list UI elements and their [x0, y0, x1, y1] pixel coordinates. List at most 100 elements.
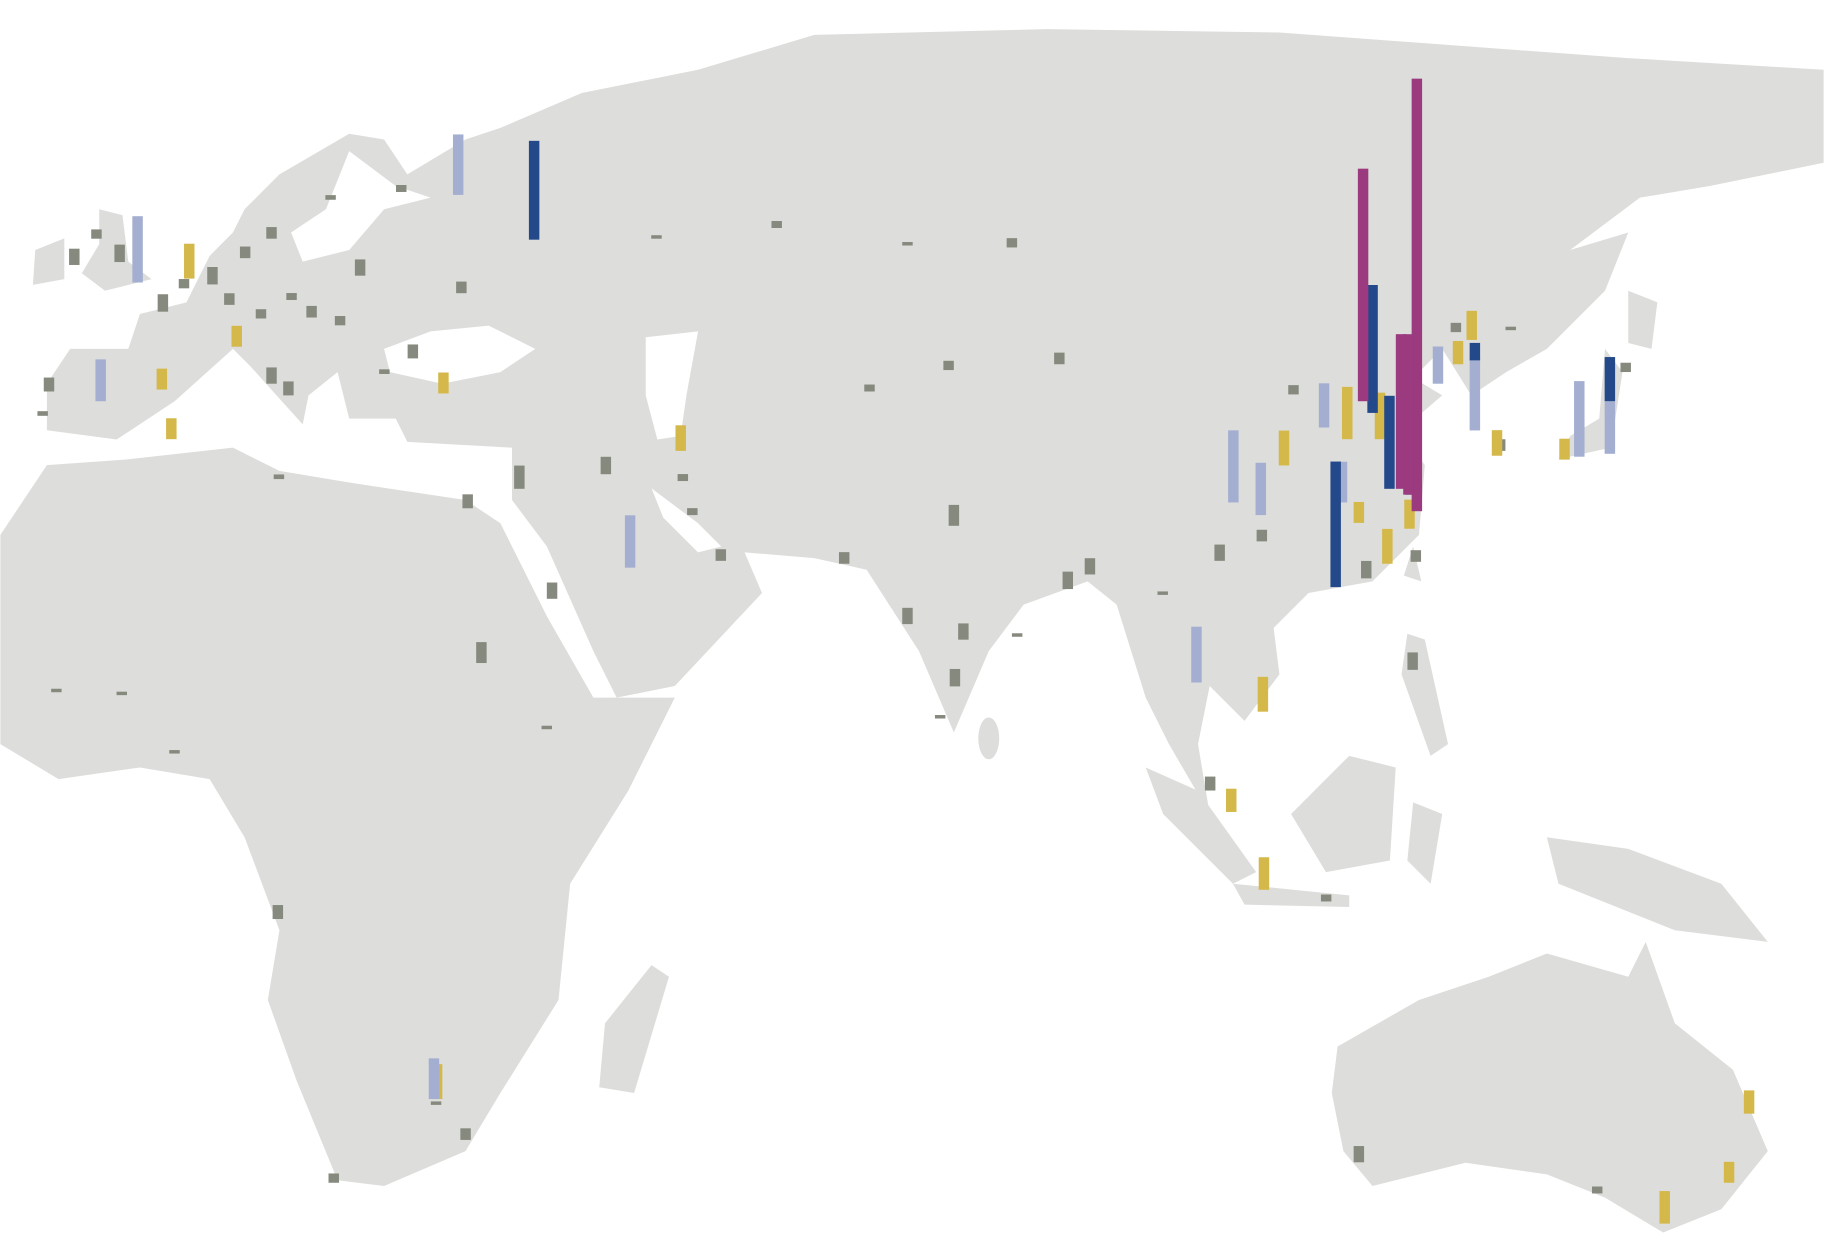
bar: [1491, 430, 1503, 456]
eurasia: [46, 29, 1824, 814]
bar: [1278, 430, 1290, 466]
bar: [1384, 395, 1395, 489]
bar: [91, 229, 102, 239]
bar: [476, 642, 487, 664]
bar: [1505, 326, 1516, 331]
bar: [1191, 626, 1202, 683]
bar: [1288, 385, 1299, 395]
australia: [1331, 941, 1768, 1233]
madagascar: [599, 965, 669, 1094]
bar: [95, 359, 106, 402]
bar: [1410, 550, 1422, 562]
bar: [1411, 78, 1423, 512]
bar: [1228, 430, 1239, 503]
bar: [178, 279, 190, 289]
bar: [407, 344, 419, 359]
bar: [114, 244, 125, 263]
bar: [1353, 501, 1365, 523]
bar: [1450, 322, 1462, 333]
bar: [1336, 461, 1348, 503]
bar: [1407, 652, 1418, 670]
land: [0, 29, 1824, 1233]
bar: [1361, 560, 1372, 579]
bar: [1574, 381, 1585, 457]
bar: [1659, 1191, 1670, 1224]
bar: [1054, 352, 1065, 365]
caspian-sea: [645, 331, 699, 440]
bar: [528, 140, 540, 240]
bar: [1604, 401, 1616, 454]
bar: [286, 293, 297, 301]
bar: [1320, 894, 1332, 902]
bar: [37, 411, 48, 416]
bar: [456, 281, 467, 294]
bar: [239, 246, 251, 259]
bar: [273, 474, 285, 480]
bar: [651, 235, 662, 239]
bar: [1342, 386, 1353, 440]
bar: [116, 691, 127, 696]
bar: [943, 360, 954, 371]
borneo: [1291, 755, 1396, 873]
bar: [354, 259, 366, 276]
bar: [132, 216, 143, 283]
bar: [1559, 438, 1570, 460]
bar: [864, 384, 875, 392]
bar: [1404, 499, 1415, 529]
bar: [1330, 461, 1341, 588]
bar: [325, 195, 336, 200]
black-sea: [384, 325, 536, 384]
bar: [1374, 392, 1386, 440]
bar: [428, 1058, 440, 1100]
bar: [1357, 168, 1369, 402]
bar: [677, 474, 689, 482]
bar: [379, 369, 390, 374]
bar: [1469, 342, 1481, 361]
bar: [1432, 346, 1444, 384]
bar: [460, 1128, 471, 1140]
bar: [462, 494, 473, 509]
bar: [838, 552, 850, 564]
africa: [0, 447, 675, 1187]
bar: [624, 515, 636, 568]
bar: [949, 668, 961, 687]
bar: [328, 1173, 339, 1183]
bar: [1469, 358, 1481, 431]
bar: [452, 134, 464, 195]
bar: [51, 688, 62, 693]
bar: [934, 715, 946, 719]
bar: [1062, 571, 1074, 590]
bar: [157, 294, 169, 312]
bar: [224, 293, 235, 305]
bar: [1157, 591, 1168, 595]
bar: [1256, 529, 1268, 542]
bar: [1367, 285, 1378, 413]
bar: [255, 309, 267, 319]
bar: [902, 242, 913, 246]
bar: [1403, 334, 1414, 495]
philippines: [1401, 633, 1449, 756]
bar: [675, 425, 686, 451]
java: [1232, 883, 1350, 907]
bar: [207, 266, 218, 285]
bar: [1591, 1186, 1603, 1194]
bar: [546, 582, 558, 599]
bar: [1395, 334, 1407, 489]
bar: [600, 456, 612, 475]
bar: [687, 508, 698, 516]
bar: [1382, 528, 1393, 564]
bar: [438, 372, 449, 394]
bar: [231, 325, 242, 347]
bar: [1011, 633, 1023, 637]
bar: [948, 504, 960, 526]
bar: [514, 465, 525, 489]
bar: [1257, 676, 1269, 712]
bar: [1204, 776, 1216, 791]
bar: [1452, 340, 1464, 365]
bar: [1353, 1146, 1365, 1163]
new-guinea: [1546, 837, 1768, 942]
bar: [396, 185, 407, 192]
bar: [1620, 362, 1631, 373]
